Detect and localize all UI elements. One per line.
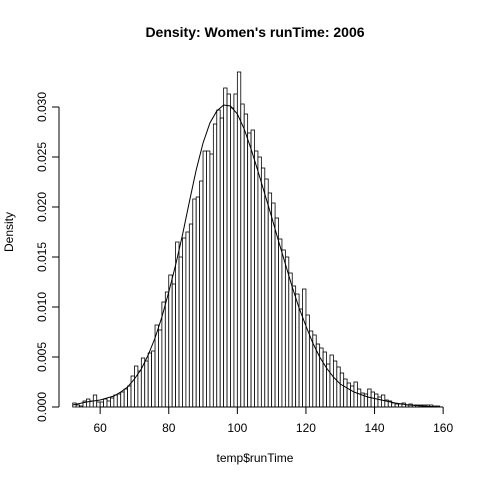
histogram-bar — [178, 256, 183, 408]
histogram-bar — [199, 180, 204, 408]
x-tick-label: 160 — [433, 421, 453, 435]
histogram-bar — [240, 103, 245, 408]
histogram-bar — [356, 388, 362, 408]
x-tick-label: 80 — [162, 421, 176, 435]
histogram-bar — [288, 272, 293, 408]
x-tick-label: 140 — [365, 421, 385, 435]
histogram-bar — [86, 398, 91, 408]
histogram-bar — [96, 401, 101, 408]
histogram-bar — [147, 352, 153, 408]
x-tick-label: 100 — [227, 421, 247, 435]
histogram-bar — [79, 405, 84, 408]
histogram-bar — [332, 360, 338, 408]
chart-title: Density: Women's runTime: 2006 — [145, 24, 364, 40]
histogram-bar — [127, 385, 132, 408]
histogram-bar — [350, 385, 355, 408]
histogram-bar — [144, 360, 149, 408]
histogram-bar — [257, 156, 262, 408]
histogram-bar — [216, 109, 221, 408]
histogram-bar — [212, 123, 218, 408]
histogram-bar — [137, 370, 142, 408]
y-axis-label: Density — [2, 212, 16, 252]
histogram-bar — [99, 401, 104, 408]
histogram-bar — [223, 87, 228, 408]
x-axis: 60 80 100 120 140 160 — [93, 406, 453, 435]
histogram-bar — [171, 283, 177, 408]
histogram-bar — [195, 196, 201, 408]
histogram-bar — [284, 256, 290, 408]
histogram-bar — [343, 378, 348, 408]
histogram-bar — [243, 113, 249, 408]
histogram-bar — [202, 150, 207, 408]
histogram-bar — [346, 382, 351, 408]
histogram-bar — [370, 391, 375, 408]
histogram-bar — [298, 308, 303, 408]
histogram-bar — [374, 393, 379, 408]
histogram-bar — [175, 241, 180, 408]
histogram-bar — [233, 93, 238, 408]
histogram-bar — [254, 150, 259, 408]
histogram-bar — [250, 129, 255, 408]
x-tick-label: 60 — [93, 421, 107, 435]
histogram-bar — [185, 231, 190, 408]
histogram-bar — [336, 366, 341, 408]
x-tick-label: 120 — [296, 421, 316, 435]
histogram-bar — [319, 347, 324, 408]
histogram-bar — [278, 238, 283, 408]
histogram-bar — [164, 291, 170, 408]
histogram-bar — [230, 107, 235, 408]
histogram-bar — [274, 217, 279, 408]
histogram-bar — [391, 402, 396, 408]
y-tick-label: 0.030 — [35, 92, 49, 122]
histogram-bar — [106, 400, 111, 408]
histogram-bar — [267, 192, 273, 408]
histogram-bar — [281, 249, 286, 408]
histogram-bar — [103, 398, 108, 408]
y-tick-label: 0.025 — [35, 142, 49, 172]
histogram-bar — [377, 396, 382, 408]
histogram-bar — [120, 391, 125, 408]
histogram-bar — [134, 365, 139, 408]
histogram-bar — [247, 132, 252, 408]
histogram-bar — [271, 202, 276, 408]
histogram-bar — [113, 394, 118, 408]
histogram-bar — [353, 381, 358, 408]
histogram-bar — [206, 150, 211, 408]
histogram-bars — [72, 71, 441, 408]
histogram-bar — [192, 198, 197, 408]
y-axis: 0.000 0.005 0.010 0.015 0.020 0.025 0.030 — [35, 92, 60, 422]
histogram-bar — [305, 314, 310, 408]
density-curve — [72, 104, 440, 408]
histogram-bar — [339, 372, 345, 408]
histogram-bar — [329, 354, 334, 408]
histogram-bar — [123, 388, 128, 408]
histogram-bar — [75, 404, 80, 408]
histogram-bar — [302, 288, 307, 408]
histogram-bar — [295, 293, 300, 408]
y-tick-label: 0.020 — [35, 192, 49, 222]
histogram-bar — [188, 223, 194, 408]
histogram-bar — [264, 178, 269, 408]
histogram-bar — [161, 301, 166, 408]
histogram-bar — [110, 397, 115, 408]
histogram-bar — [168, 274, 173, 408]
x-axis-label: temp$runTime — [217, 451, 294, 465]
histogram-bar — [116, 393, 122, 408]
histogram-bar — [219, 117, 225, 408]
histogram-bar — [182, 237, 187, 408]
y-tick-label: 0.010 — [35, 292, 49, 322]
histogram-bar — [322, 351, 327, 408]
y-tick-label: 0.000 — [35, 392, 49, 422]
histogram-bar — [209, 153, 214, 408]
y-tick-label: 0.005 — [35, 342, 49, 372]
histogram-bar — [260, 167, 266, 408]
histogram-bar — [291, 285, 297, 408]
histogram-bar — [236, 71, 242, 408]
histogram-bar — [151, 350, 156, 408]
y-tick-label: 0.015 — [35, 242, 49, 272]
histogram-bar — [226, 93, 231, 408]
histogram-bar — [158, 329, 163, 408]
